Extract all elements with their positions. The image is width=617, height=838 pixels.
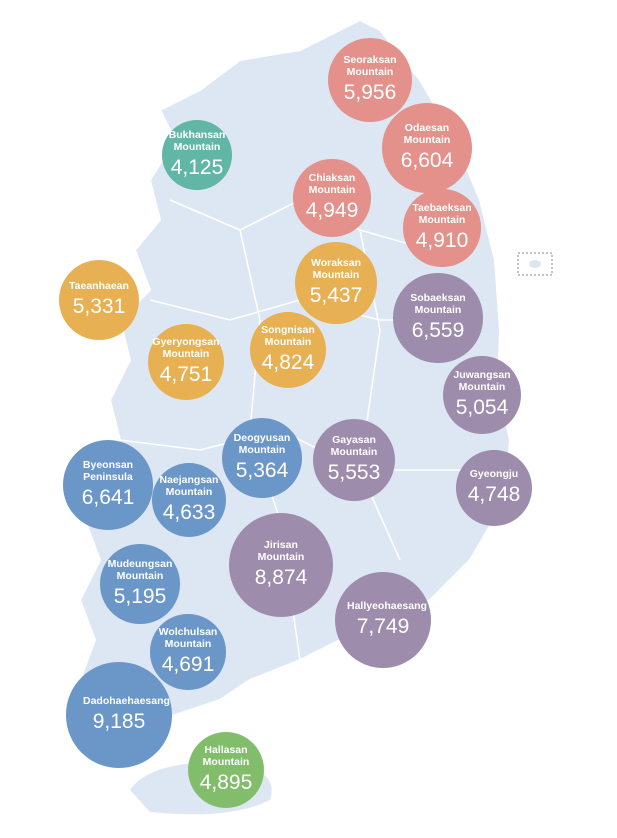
value-label: 4,949	[305, 199, 359, 223]
bubble: Chiaksan Mountain 4,949	[293, 159, 371, 237]
value-label: 4,748	[467, 483, 521, 507]
park-name: Songnisan Mountain	[261, 324, 315, 349]
value-label: 5,195	[113, 585, 167, 609]
dokdo-box	[517, 252, 553, 276]
bubble: Wolchulsan Mountain 4,691	[150, 614, 226, 690]
park-name: Gayasan Mountain	[330, 434, 378, 459]
value-label: 5,437	[309, 284, 363, 308]
value-label: 5,553	[327, 461, 381, 485]
bubble: Hallasan Mountain 4,895	[187, 731, 265, 809]
bubble: Woraksan Mountain 5,437	[295, 242, 377, 324]
park-name: Byeonsan Peninsula	[82, 459, 134, 484]
bubble: Bukhansan Mountain 4,125	[161, 119, 233, 191]
value-label: 4,895	[199, 771, 253, 795]
park-name: Seoraksan Mountain	[343, 54, 397, 79]
park-name: Gyeryongsan Mountain	[152, 336, 220, 361]
park-name: Hallyeohaesang	[346, 600, 427, 613]
value-label: 5,054	[455, 396, 509, 420]
bubble: Taebaeksan Mountain 4,910	[403, 189, 481, 267]
value-label: 4,691	[161, 653, 215, 677]
park-name: Wolchulsan Mountain	[158, 626, 218, 651]
park-name: Odaesan Mountain	[403, 122, 451, 147]
park-name: Taebaeksan Mountain	[412, 202, 472, 227]
bubble: Deogyusan Mountain 5,364	[221, 417, 303, 499]
bubble: Naejangsan Mountain 4,633	[151, 462, 227, 538]
bubble: Songnisan Mountain 4,824	[249, 311, 327, 389]
park-name: Taeanhaean	[69, 280, 129, 293]
bubble: Gayasan Mountain 5,553	[313, 419, 395, 501]
bubble: Juwangsan Mountain 5,054	[442, 355, 522, 435]
bubble: Dadohaehaesang 9,185	[66, 662, 172, 768]
park-name: Deogyusan Mountain	[233, 432, 291, 457]
bubble: Jirisan Mountain 8,874	[229, 513, 333, 617]
bubble: Gyeongju 4,748	[456, 450, 532, 526]
bubble: Seoraksan Mountain 5,956	[327, 37, 413, 123]
park-name: Chiaksan Mountain	[308, 172, 356, 197]
value-label: 4,824	[261, 351, 315, 375]
bubble: Mudeungsan Mountain 5,195	[100, 544, 180, 624]
park-name: Dadohaehaesang	[82, 695, 170, 708]
bubble: Taeanhaean 5,331	[58, 259, 140, 341]
bubble: Sobaeksan Mountain 6,559	[393, 273, 483, 363]
park-name: Sobaeksan Mountain	[410, 292, 466, 317]
bubble: Hallyeohaesang 7,749	[334, 571, 432, 669]
value-label: 6,604	[400, 149, 454, 173]
value-label: 7,749	[356, 615, 410, 639]
park-name: Jirisan Mountain	[257, 539, 305, 564]
value-label: 4,910	[415, 229, 469, 253]
dokdo	[529, 260, 541, 268]
value-label: 6,641	[81, 486, 135, 510]
value-label: 5,331	[72, 295, 126, 319]
park-name: Woraksan Mountain	[310, 257, 361, 282]
value-label: 8,874	[254, 566, 308, 590]
bubble: Byeonsan Peninsula 6,641	[63, 440, 153, 530]
bubble: Odaesan Mountain 6,604	[382, 103, 472, 193]
park-name: Bukhansan Mountain	[168, 129, 226, 154]
park-name: Juwangsan Mountain	[453, 369, 511, 394]
park-name: Naejangsan Mountain	[159, 474, 219, 499]
value-label: 5,364	[235, 459, 289, 483]
bubble: Gyeryongsan Mountain 4,751	[148, 324, 224, 400]
value-label: 4,125	[170, 156, 224, 180]
value-label: 5,956	[343, 81, 397, 105]
value-label: 4,751	[159, 363, 213, 387]
value-label: 9,185	[92, 710, 146, 734]
value-label: 4,633	[162, 501, 216, 525]
value-label: 6,559	[411, 319, 465, 343]
park-name: Gyeongju	[469, 468, 519, 481]
park-name: Mudeungsan Mountain	[107, 558, 173, 583]
park-name: Hallasan Mountain	[202, 744, 250, 769]
